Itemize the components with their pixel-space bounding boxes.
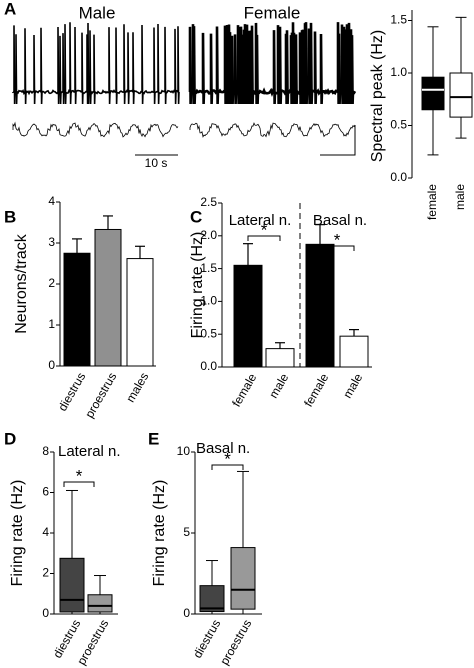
y-tick-label: 0 [42, 606, 49, 620]
y-tick-label: 1.5 [200, 261, 217, 275]
scale-bar [320, 125, 356, 156]
y-tick-label: 8 [42, 444, 49, 458]
y-tick-label: 0.0 [200, 359, 217, 373]
y-tick-label: 0.0 [390, 170, 407, 184]
x-tick-label: male [266, 371, 291, 401]
bar [233, 264, 263, 368]
bar [305, 243, 335, 368]
y-tick-label: 1.0 [390, 65, 407, 79]
significance-bracket [211, 464, 244, 470]
significance-marker: * [224, 449, 231, 468]
group-title: Basal n. [313, 212, 367, 229]
x-tick-label: male [453, 184, 467, 210]
bar [265, 348, 295, 368]
y-tick-label: 1.5 [390, 13, 407, 27]
panel-letter: D [4, 429, 16, 448]
lfp-trace [12, 121, 179, 138]
y-tick-label: 1 [48, 317, 55, 331]
trace-label: Female [244, 3, 301, 22]
y-tick-label: 1.0 [200, 294, 217, 308]
significance-marker: * [334, 230, 341, 249]
bar [339, 335, 369, 368]
y-axis-label: Neurons/track [13, 233, 30, 334]
y-tick-label: 2.0 [200, 228, 217, 242]
y-tick-label: 3 [48, 235, 55, 249]
y-tick-label: 5 [183, 525, 190, 539]
scale-label: 10 s [145, 156, 168, 170]
significance-bracket [63, 481, 95, 487]
panel-title: Basal n. [196, 440, 250, 457]
y-tick-label: 4 [48, 194, 55, 208]
significance-bracket [247, 235, 281, 241]
y-tick-label: 0 [183, 606, 190, 620]
spike-trace [188, 22, 357, 105]
x-tick-label: diestrus [55, 370, 88, 413]
panel-letter: E [148, 429, 159, 448]
y-axis-label: Firing rate (Hz) [9, 480, 26, 587]
bar [126, 258, 154, 367]
bar [94, 228, 122, 367]
box [199, 585, 225, 613]
x-tick-label: female [425, 184, 439, 220]
box [59, 557, 85, 613]
x-tick-label: male [340, 371, 365, 401]
y-tick-label: 0.5 [200, 326, 217, 340]
y-tick-label: 2 [42, 566, 49, 580]
bar [63, 252, 91, 367]
x-tick-label: males [123, 370, 151, 405]
x-tick-label: female [229, 371, 259, 409]
x-tick-label: female [301, 371, 331, 409]
y-tick-label: 2 [48, 276, 55, 290]
y-axis-label: Firing rate (Hz) [151, 480, 168, 587]
significance-bracket [319, 245, 355, 251]
spike-trace [12, 22, 180, 105]
y-axis-label: Spectral peak (Hz) [369, 30, 386, 163]
panel-letter: A [4, 0, 16, 18]
y-tick-label: 0 [48, 358, 55, 372]
trace-label: Male [79, 3, 116, 22]
group-title: Lateral n. [229, 212, 292, 229]
box [449, 72, 473, 118]
significance-marker: * [261, 220, 268, 239]
box [230, 547, 256, 610]
box [421, 76, 445, 111]
panel-title: Lateral n. [58, 443, 121, 460]
box [87, 594, 113, 613]
x-tick-label: diestrus [190, 617, 223, 660]
y-tick-label: 10 [177, 444, 191, 458]
y-tick-label: 0.5 [390, 118, 407, 132]
y-tick-label: 2.5 [200, 195, 217, 209]
panel-letter: B [4, 207, 16, 226]
y-tick-label: 4 [42, 525, 49, 539]
y-axis-label: Firing rate (Hz) [189, 232, 206, 339]
y-tick-label: 6 [42, 485, 49, 499]
significance-marker: * [76, 466, 83, 485]
panel-letter: C [190, 207, 202, 226]
lfp-trace [189, 122, 356, 138]
